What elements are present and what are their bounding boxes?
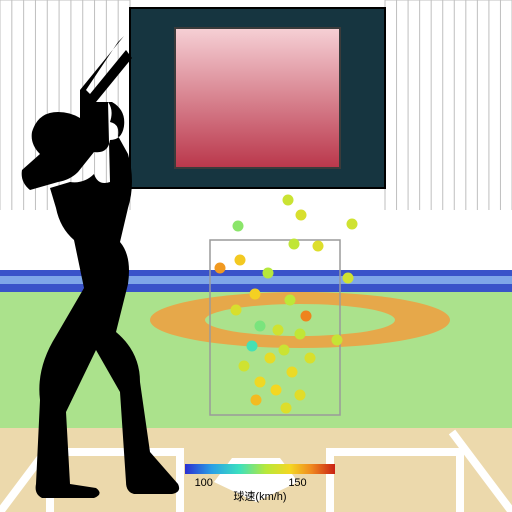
pitch-marker	[295, 390, 306, 401]
pitch-marker	[239, 361, 250, 372]
legend-axis-label: 球速(km/h)	[233, 489, 286, 503]
pitch-marker	[263, 268, 274, 279]
pitch-marker	[296, 210, 307, 221]
pitch-marker	[247, 341, 258, 352]
pitch-marker	[295, 329, 306, 340]
pitch-marker	[313, 241, 324, 252]
pitch-marker	[235, 255, 246, 266]
pitch-marker	[285, 295, 296, 306]
pitch-marker	[343, 273, 354, 284]
pitch-marker	[283, 195, 294, 206]
legend-tick-label: 150	[288, 477, 306, 489]
legend-tick-label: 100	[195, 477, 213, 489]
pitch-marker	[332, 335, 343, 346]
pitch-marker	[255, 377, 266, 388]
pitch-marker	[281, 403, 292, 414]
pitch-marker	[265, 353, 276, 364]
pitch-marker	[301, 311, 312, 322]
pitch-marker	[271, 385, 282, 396]
pitch-marker	[279, 345, 290, 356]
scoreboard-screen	[175, 28, 340, 168]
pitch-marker	[250, 289, 261, 300]
stadium-background	[0, 0, 512, 512]
pitch-marker	[215, 263, 226, 274]
pitch-marker	[231, 305, 242, 316]
pitch-location-chart: 100 150球速(km/h)	[0, 0, 512, 512]
pitch-marker	[289, 239, 300, 250]
pitch-marker	[347, 219, 358, 230]
pitch-marker	[273, 325, 284, 336]
pitch-marker	[287, 367, 298, 378]
pitch-marker	[305, 353, 316, 364]
pitch-marker	[251, 395, 262, 406]
pitch-marker	[255, 321, 266, 332]
pitch-marker	[233, 221, 244, 232]
